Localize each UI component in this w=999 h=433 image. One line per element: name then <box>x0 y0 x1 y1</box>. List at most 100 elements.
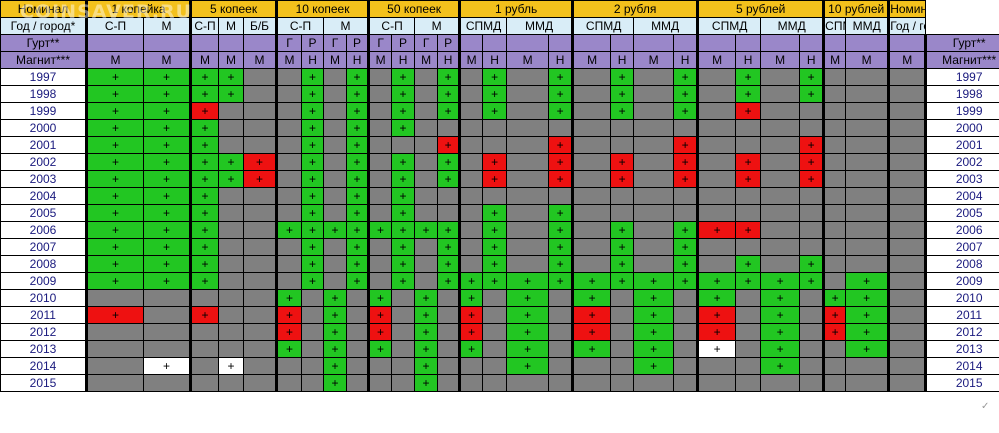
coin-cell <box>633 170 675 188</box>
coin-cell: + <box>673 238 700 256</box>
coin-cell: + <box>346 238 371 256</box>
coin-cell <box>548 306 575 324</box>
coin-cell <box>548 119 575 137</box>
coin-cell: + <box>142 136 193 154</box>
coin-cell: + <box>459 272 484 290</box>
coin-cell: + <box>673 85 700 103</box>
coin-cell <box>243 238 279 256</box>
coin-cell: + <box>697 306 737 324</box>
coin-cell: + <box>735 272 762 290</box>
coin-cell <box>414 119 439 137</box>
coin-cell <box>799 187 826 205</box>
coin-cell <box>459 221 484 239</box>
coin-cell: + <box>437 221 462 239</box>
coin-cell <box>437 306 462 324</box>
coin-cell: + <box>482 221 508 239</box>
coin-cell <box>799 204 826 222</box>
coin-cell <box>218 204 245 222</box>
coin-cell <box>218 340 245 358</box>
year-label-right: 2012 <box>924 323 999 341</box>
coin-cell <box>142 374 193 392</box>
coin-cell: + <box>845 289 891 307</box>
year-row: 2006 + + + + + + + + + + + + + + + + +2006 <box>0 221 999 239</box>
coin-cell <box>888 323 927 341</box>
coin-cell <box>346 374 371 392</box>
coin-cell <box>823 68 847 86</box>
coin-cell <box>506 238 550 256</box>
coin-cell <box>243 221 279 239</box>
coin-cell <box>506 374 550 392</box>
coin-cell <box>218 272 245 290</box>
coin-cell: + <box>437 68 462 86</box>
coin-cell: + <box>633 306 675 324</box>
coin-cell <box>276 374 303 392</box>
coin-cell <box>673 204 700 222</box>
coin-cell: + <box>799 153 826 171</box>
coin-cell <box>218 289 245 307</box>
year-row: 2013 + + + + + + + + + + +2013 <box>0 340 999 358</box>
magnet-cell: Н <box>799 51 826 69</box>
coin-cell <box>368 153 393 171</box>
magnet-cell: Н <box>482 51 508 69</box>
coin-cell: + <box>697 272 737 290</box>
year-label-right: 2000 <box>924 119 999 137</box>
coin-cell: + <box>572 323 612 341</box>
coin-cell: + <box>142 255 193 273</box>
year-label-left: 2013 <box>0 340 88 358</box>
coin-cell: + <box>391 85 416 103</box>
year-row: 2008 + + + + + + + + + + + + +2008 <box>0 255 999 273</box>
coin-cell <box>735 306 762 324</box>
coin-cell <box>823 153 847 171</box>
coin-cell <box>243 119 279 137</box>
year-row: 2011 + + + + + + + + + + + + + +2011 <box>0 306 999 324</box>
coin-cell <box>323 255 348 273</box>
year-label-right: 1997 <box>924 68 999 86</box>
coin-cell: + <box>459 323 484 341</box>
coin-cell <box>823 340 847 358</box>
coin-cell: + <box>760 323 801 341</box>
denomination-header: 10 копеек <box>276 0 371 18</box>
magnet-cell: М <box>190 51 220 69</box>
coin-cell: + <box>459 289 484 307</box>
coin-cell: + <box>190 170 220 188</box>
coin-cell: + <box>86 170 144 188</box>
coin-cell <box>391 136 416 154</box>
coin-cell <box>142 340 193 358</box>
coin-cell <box>218 323 245 341</box>
coin-cell <box>799 323 826 341</box>
year-label-left: 2015 <box>0 374 88 392</box>
coin-cell <box>799 102 826 120</box>
coin-cell <box>823 204 847 222</box>
coin-cell <box>888 306 927 324</box>
coin-cell: + <box>482 68 508 86</box>
coin-cell: + <box>142 221 193 239</box>
coin-cell: + <box>301 85 325 103</box>
year-label-right: 2008 <box>924 255 999 273</box>
nominal-label-right: Номинал <box>887 0 927 18</box>
coin-cell <box>633 221 675 239</box>
corner-mark: ✓ <box>981 401 990 412</box>
coin-cell <box>845 102 891 120</box>
coin-cell: + <box>548 153 575 171</box>
coin-cell <box>799 119 826 137</box>
coin-cell: + <box>301 102 325 120</box>
coin-cell <box>633 119 675 137</box>
magnet-cell: Н <box>346 51 371 69</box>
coin-cell <box>823 272 847 290</box>
mint-header: ММД <box>633 17 700 35</box>
coin-cell: + <box>346 85 371 103</box>
coin-cell <box>459 357 484 375</box>
coin-cell: + <box>391 187 416 205</box>
coin-cell: + <box>572 306 612 324</box>
coin-cell <box>368 255 393 273</box>
gurt-cell <box>482 34 508 52</box>
gurt-cell <box>760 34 801 52</box>
coin-cell <box>218 119 245 137</box>
coin-cell <box>506 102 550 120</box>
coin-cell: + <box>301 255 325 273</box>
year-label-left: 2005 <box>0 204 88 222</box>
coin-cell <box>633 255 675 273</box>
coin-cell: + <box>243 170 279 188</box>
coin-cell: + <box>391 272 416 290</box>
coin-cell <box>276 153 303 171</box>
